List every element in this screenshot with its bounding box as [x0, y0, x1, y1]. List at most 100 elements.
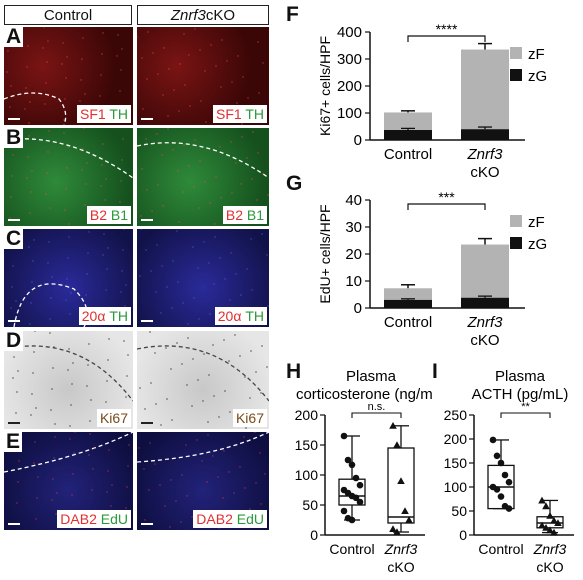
micrograph-E-cko: DAB2 EdU	[137, 432, 269, 530]
panel-letter-F: F	[286, 3, 299, 26]
y-tick-label: 150	[444, 455, 468, 471]
legend-swatch-zF	[510, 215, 522, 227]
stain-label: SF1 TH	[213, 105, 267, 123]
data-point	[505, 478, 513, 486]
panel-letter-H: H	[286, 360, 302, 383]
panel-letter-E: E	[4, 432, 23, 453]
y-tick-label: 300	[337, 51, 362, 68]
data-point	[393, 441, 401, 448]
data-point	[348, 461, 356, 469]
legend-swatch-zG	[510, 237, 522, 249]
x-tick-label-control: Control	[384, 146, 432, 163]
panel-letter-A: A	[4, 27, 24, 48]
y-tick-label: 50	[302, 497, 318, 513]
scale-bar	[141, 422, 153, 424]
stain-label: Ki67	[96, 409, 131, 427]
micrograph-C-cko: 20α TH	[137, 229, 269, 327]
x-tick-label-cko: cKO	[536, 559, 563, 575]
header-control-text: Control	[43, 6, 93, 24]
stain-1: TH	[241, 308, 264, 324]
data-point	[405, 516, 413, 523]
x-tick-label-cko-gene: Znrf3	[466, 314, 503, 331]
legend-label-zF: zF	[528, 214, 545, 231]
stain-0: Ki67	[99, 410, 128, 426]
x-tick-label-cko-gene: Znrf3	[466, 146, 503, 163]
stain-0: B2	[89, 207, 107, 223]
micrograph-C-control: C 20α TH	[4, 229, 133, 327]
boundary-overlay	[137, 128, 269, 225]
bar-zF	[461, 244, 509, 298]
scale-bar	[8, 219, 20, 221]
data-point	[340, 432, 348, 440]
y-axis-label: Ki67+ cells/HPF	[317, 36, 333, 136]
significance-label: ***	[438, 189, 455, 205]
data-point	[493, 486, 501, 493]
legend-swatch-zF	[510, 47, 522, 59]
data-point	[352, 494, 360, 502]
y-tick-label: 30	[345, 219, 362, 236]
header-cko-suffix: cKO	[205, 6, 236, 24]
data-point	[389, 525, 397, 532]
y-axis-label: EdU+ cells/HPF	[317, 204, 333, 303]
y-tick-label: 200	[444, 431, 468, 447]
panel-letter-C: C	[4, 229, 24, 250]
micrograph-D-cko: Ki67	[137, 331, 269, 429]
data-point	[356, 498, 364, 506]
scale-bar	[141, 219, 153, 221]
micrograph-A-cko: SF1 TH	[137, 27, 269, 125]
stain-0: SF1	[216, 106, 242, 122]
x-tick-label-cko: cKO	[470, 332, 499, 349]
bar-zG	[384, 130, 432, 140]
header-cko: Znrf3 cKO	[137, 5, 269, 25]
data-point	[546, 512, 554, 519]
stain-label: B2 B1	[86, 206, 131, 224]
stain-1: EdU	[96, 511, 128, 527]
data-point	[546, 526, 554, 534]
stain-label: DAB2 EdU	[57, 510, 131, 528]
x-tick-label-control: Control	[384, 314, 432, 331]
bar-zF	[384, 112, 432, 131]
bar-zG	[384, 299, 432, 308]
x-tick-label-control: Control	[329, 541, 374, 557]
stain-0: DAB2	[196, 511, 233, 527]
stain-1: B1	[242, 207, 264, 223]
stain-label: DAB2 EdU	[193, 510, 267, 528]
stain-1: TH	[105, 106, 128, 122]
boundary-overlay	[137, 331, 269, 429]
data-point	[401, 507, 409, 514]
x-tick-label-control: Control	[478, 541, 523, 557]
data-point	[550, 528, 558, 536]
y-tick-label: 10	[345, 273, 362, 290]
y-tick-label: 0	[354, 132, 362, 149]
scale-bar	[8, 320, 20, 322]
scale-bar	[141, 118, 153, 120]
data-point	[489, 436, 497, 444]
y-tick-label: 50	[451, 503, 467, 519]
stain-0: Ki67	[235, 410, 264, 426]
legend-label-zG: zG	[528, 236, 547, 253]
bar-zF	[461, 49, 509, 130]
stain-label: Ki67	[232, 409, 267, 427]
data-point	[497, 493, 505, 500]
chart-title-line: ACTH (pg/mL)	[472, 386, 569, 403]
y-tick-label: 200	[295, 407, 319, 423]
significance-bracket	[407, 203, 486, 210]
stain-label: SF1 TH	[77, 105, 131, 123]
data-point	[538, 521, 546, 529]
y-tick-label: 400	[337, 24, 362, 41]
legend-label-zF: zF	[528, 46, 545, 63]
data-point	[542, 524, 550, 531]
stain-label: B2 B1	[222, 206, 267, 224]
bar-zG	[461, 297, 509, 308]
y-tick-label: 20	[345, 246, 362, 263]
y-tick-label: 100	[444, 479, 468, 495]
scale-bar	[141, 523, 153, 525]
data-point	[538, 496, 546, 504]
stain-label: 20α TH	[214, 307, 267, 325]
data-point	[497, 459, 505, 467]
chart-title-line: corticosterone (ng/mL)	[296, 386, 433, 403]
chart-title-line: Plasma	[495, 368, 546, 385]
y-tick-label: 0	[354, 300, 362, 317]
data-point	[554, 519, 562, 526]
